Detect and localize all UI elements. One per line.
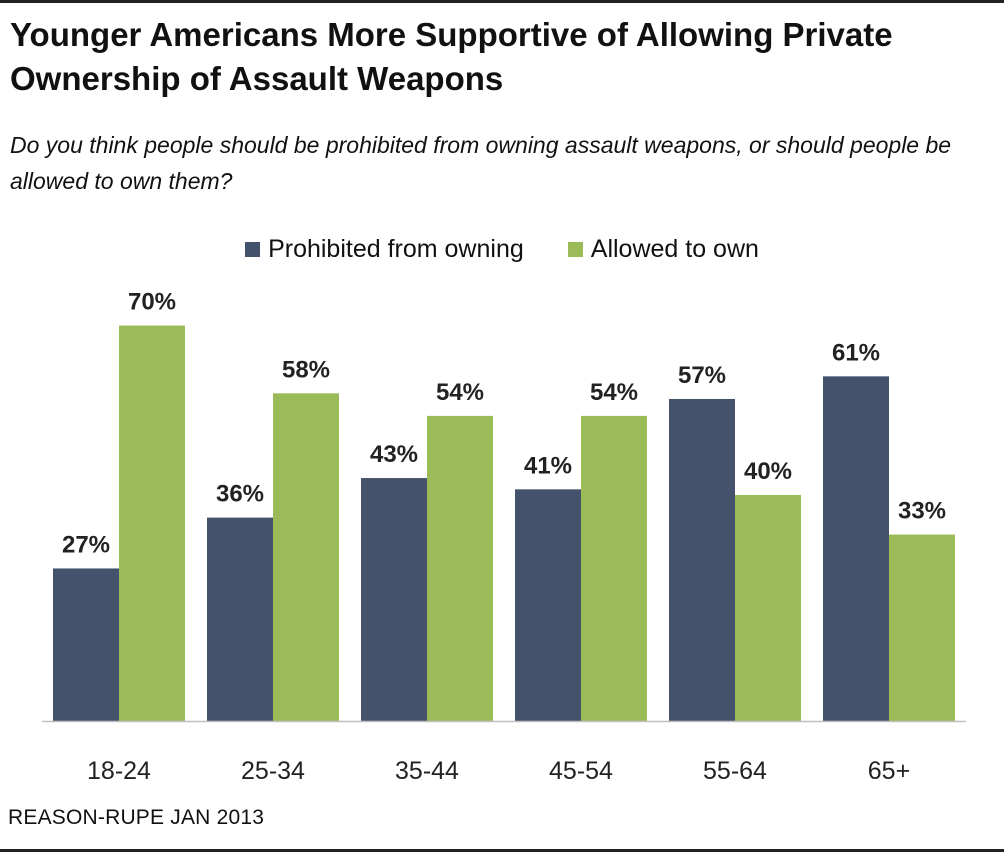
x-tick-label: 18-24: [87, 757, 151, 785]
bar-prohibited-55-64: [669, 398, 735, 721]
legend-swatch-prohibited: [245, 241, 261, 257]
data-label-prohibited-55-64: 57%: [678, 362, 726, 389]
source-note: REASON-RUPE JAN 2013: [8, 806, 265, 829]
data-label-prohibited-35-44: 43%: [370, 441, 418, 468]
bar-chart: 27% 70% 18-24 36% 58% 25-34 43% 54% 35-44 41% 54% 4…: [42, 289, 966, 785]
legend-item-prohibited: Prohibited from owning: [245, 231, 524, 267]
bar-allowed-35-44: [427, 415, 493, 721]
legend-label-allowed: Allowed to own: [590, 235, 759, 263]
data-label-allowed-18-24: 70%: [128, 289, 176, 316]
data-label-allowed-45-54: 54%: [590, 379, 638, 406]
legend-swatch-allowed: [567, 241, 583, 257]
x-tick-label: 45-54: [549, 757, 613, 785]
data-label-prohibited-25-34: 36%: [216, 481, 264, 508]
bar-prohibited-18-24: [53, 568, 119, 721]
data-label-allowed-35-44: 54%: [436, 379, 484, 406]
legend-label-prohibited: Prohibited from owning: [268, 235, 524, 263]
data-label-allowed-65+: 33%: [898, 498, 946, 525]
bar-allowed-45-54: [581, 415, 647, 721]
x-tick-label: 65+: [868, 757, 910, 785]
x-tick-label: 55-64: [703, 757, 767, 785]
x-tick-label: 25-34: [241, 757, 305, 785]
bar-allowed-25-34: [273, 393, 339, 721]
data-label-prohibited-65+: 61%: [832, 339, 880, 366]
bar-allowed-65+: [889, 534, 955, 721]
bar-prohibited-65+: [823, 376, 889, 721]
data-label-allowed-55-64: 40%: [744, 458, 792, 485]
bar-allowed-55-64: [735, 495, 801, 721]
chart-title: Younger Americans More Supportive of All…: [10, 16, 893, 97]
bar-prohibited-45-54: [515, 489, 581, 721]
data-label-prohibited-45-54: 41%: [524, 452, 572, 479]
legend-item-allowed: Allowed to own: [567, 231, 759, 267]
bar-allowed-18-24: [119, 325, 185, 721]
x-tick-label: 35-44: [395, 757, 459, 785]
bar-prohibited-35-44: [361, 478, 427, 721]
data-label-allowed-25-34: 58%: [282, 356, 330, 383]
bar-prohibited-25-34: [207, 517, 273, 721]
chart-subtitle: Do you think people should be prohibited…: [10, 132, 952, 194]
data-label-prohibited-18-24: 27%: [62, 531, 110, 558]
legend: Prohibited from owning Allowed to own: [0, 231, 1004, 267]
